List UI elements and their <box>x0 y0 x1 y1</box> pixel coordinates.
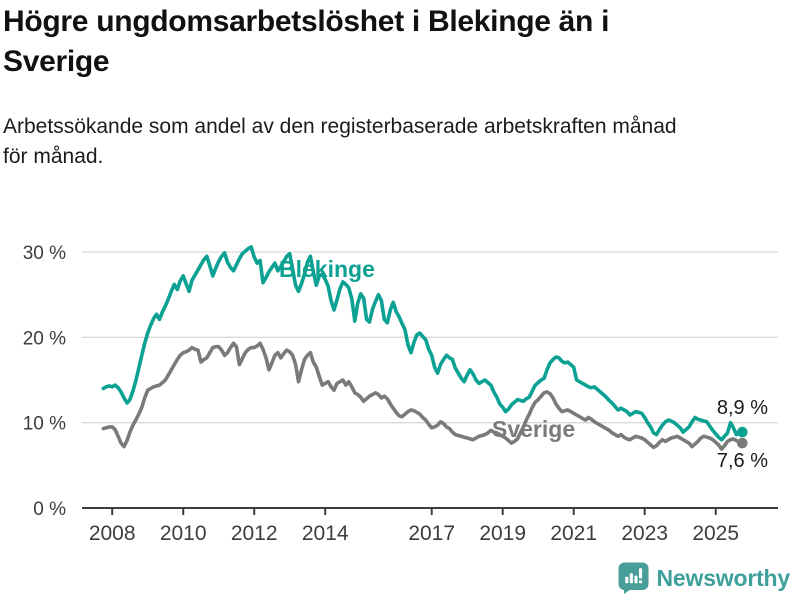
blekinge-end-value-label: 8,9 % <box>717 397 768 419</box>
logo-bar-chart-glyph <box>624 568 642 584</box>
sverige-end-value-label: 7,6 % <box>717 450 768 472</box>
blekinge-line <box>101 245 745 442</box>
logo-bubble-tail <box>623 588 633 594</box>
blekinge-series-label: Blekinge <box>279 256 375 282</box>
blekinge-end-dot <box>737 426 748 438</box>
sverige-end-dot <box>737 437 748 449</box>
y-tick-label: 20 % <box>23 328 66 349</box>
newsworthy-brand-link[interactable]: Newsworthy <box>618 562 790 594</box>
x-tick-label: 2019 <box>479 522 526 545</box>
y-tick-label: 10 % <box>23 414 66 435</box>
x-tick-label: 2023 <box>621 522 668 545</box>
x-tick-label: 2025 <box>692 522 739 545</box>
sverige-line <box>101 341 745 451</box>
x-tick-label: 2010 <box>160 522 207 545</box>
chart-title: Högre ungdomsarbetslöshet i Blekinge än … <box>3 5 610 78</box>
y-tick-label: 30 % <box>23 243 66 264</box>
x-tick-label: 2008 <box>89 522 136 545</box>
x-tick-label: 2014 <box>302 522 349 545</box>
x-tick-label: 2012 <box>231 522 278 545</box>
newsworthy-logo-icon <box>618 562 649 594</box>
brand-name: Newsworthy <box>656 564 791 591</box>
chart-subtitle: Arbetssökande som andel av den registerb… <box>3 115 677 169</box>
y-tick-label: 0 % <box>33 499 66 520</box>
x-tick-label: 2017 <box>408 522 455 545</box>
sverige-series-label: Sverige <box>492 416 575 442</box>
logo-bubble-shape <box>618 562 649 590</box>
x-tick-label: 2021 <box>550 522 597 545</box>
